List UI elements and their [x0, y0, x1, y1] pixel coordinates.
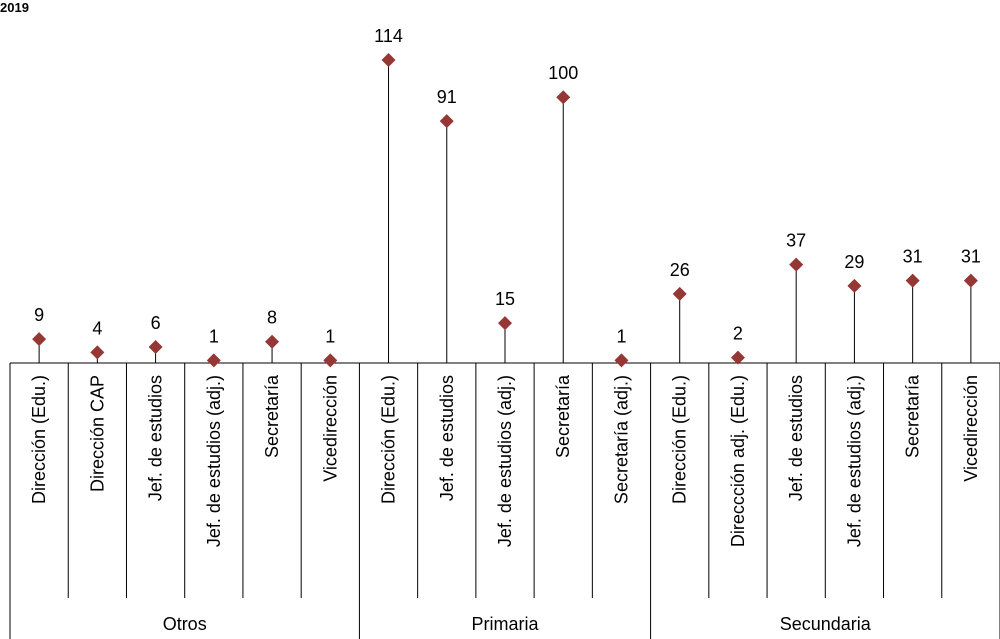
- data-point: [90, 345, 105, 360]
- category-label: Direccción adj. (Edu.): [728, 375, 748, 547]
- data-point: [847, 278, 862, 293]
- category-label: Dirección (Edu.): [670, 375, 690, 504]
- category-label: Jef. de estudios: [437, 375, 457, 501]
- category-label: Vicedirección: [320, 375, 340, 482]
- data-label: 1: [616, 326, 626, 346]
- data-point: [323, 353, 338, 368]
- group-label: Otros: [163, 614, 207, 634]
- category-label: Jef. de estudios: [146, 375, 166, 501]
- data-label: 8: [267, 308, 277, 328]
- category-label: Jef. de estudios (adj.): [495, 375, 515, 547]
- data-point: [498, 316, 512, 331]
- category-label: Secretaría: [262, 374, 282, 458]
- category-label: Jef. de estudios (adj.): [204, 375, 224, 547]
- data-point: [905, 273, 920, 288]
- data-point: [439, 114, 454, 129]
- data-label: 114: [374, 26, 403, 46]
- data-point: [32, 332, 47, 347]
- category-label: Jef. de estudios: [786, 375, 806, 501]
- group-label: Secundaria: [780, 614, 872, 634]
- group-label: Primaria: [471, 614, 539, 634]
- data-label: 15: [495, 289, 515, 309]
- data-point: [206, 353, 221, 368]
- category-label: Dirección (Edu.): [29, 375, 49, 504]
- data-point: [789, 257, 804, 272]
- data-label: 29: [844, 252, 864, 272]
- category-label: Vicedirección: [961, 375, 981, 482]
- category-label: Jef. de estudios (adj.): [844, 375, 864, 547]
- data-label: 1: [209, 326, 219, 346]
- data-point: [265, 334, 280, 349]
- data-point: [614, 353, 629, 368]
- chart-corner-label: 2019: [0, 0, 29, 15]
- data-label: 100: [548, 63, 578, 83]
- data-label: 26: [670, 260, 690, 280]
- data-label: 1: [325, 326, 335, 346]
- data-label: 2: [733, 324, 743, 344]
- data-label: 4: [92, 318, 102, 338]
- category-label: Dirección CAP: [87, 375, 107, 492]
- data-point: [381, 53, 396, 67]
- data-point: [556, 90, 571, 105]
- category-label: Secretaría (adj.): [611, 375, 631, 504]
- category-label: Dirección (Edu.): [379, 375, 399, 504]
- data-label: 9: [34, 305, 44, 325]
- data-point: [672, 286, 687, 301]
- data-label: 91: [437, 87, 457, 107]
- data-point: [148, 340, 163, 355]
- data-label: 31: [961, 247, 981, 267]
- category-label: Secretaría: [903, 374, 923, 458]
- data-point: [730, 350, 745, 365]
- data-label: 6: [151, 313, 161, 333]
- data-point: [963, 273, 978, 288]
- category-label: Secretaría: [553, 374, 573, 458]
- data-label: 37: [786, 231, 806, 251]
- data-label: 31: [903, 247, 923, 267]
